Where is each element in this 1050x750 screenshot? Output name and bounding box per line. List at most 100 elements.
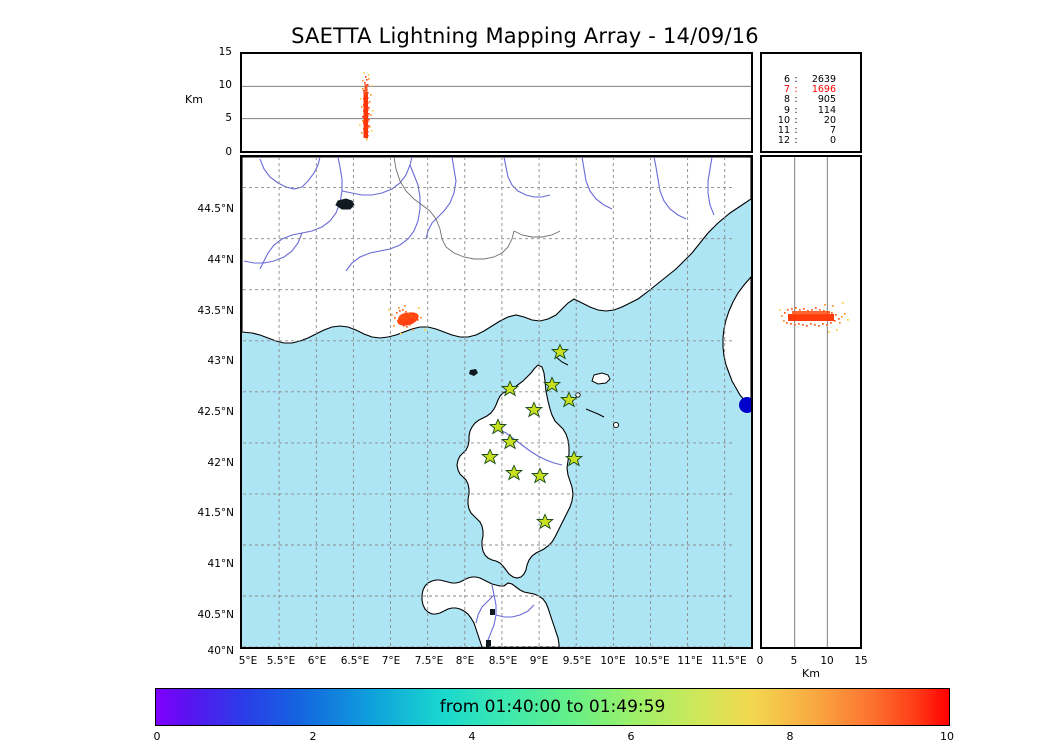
colorbar-tick-2: 2 bbox=[309, 730, 317, 743]
map-ytick-43: 43°N bbox=[207, 355, 234, 367]
stat-row: 6: 2639 bbox=[770, 74, 836, 85]
station-star bbox=[524, 401, 544, 418]
altitude-latitude-panel bbox=[760, 155, 862, 649]
sardinia-rivers bbox=[475, 584, 535, 646]
page-title-text: SAETTA Lightning Mapping Array - 14/09/1… bbox=[291, 24, 759, 48]
continent-landmass bbox=[242, 157, 751, 344]
right-xaxis-title: Km bbox=[802, 667, 820, 680]
map-xtick-9-5: 9.5°E bbox=[562, 655, 592, 667]
stat-row: 9: 114 bbox=[770, 104, 836, 116]
map-xtick-10: 10°E bbox=[600, 655, 626, 667]
map-xtick-10-5: 10.5°E bbox=[634, 655, 670, 667]
lake-sardinia-a bbox=[469, 369, 478, 376]
stat-stations: 9 bbox=[783, 104, 790, 116]
page-title: SAETTA Lightning Mapping Array - 14/09/1… bbox=[0, 24, 1050, 48]
map-ytick-40: 40°N bbox=[207, 645, 234, 657]
map-panel bbox=[240, 155, 753, 649]
colorbar-tick-8: 8 bbox=[786, 730, 794, 743]
map-ytick-42-5: 42.5°N bbox=[197, 406, 234, 418]
colorbar-gradient[interactable] bbox=[155, 688, 950, 726]
right-xtick-0: 0 bbox=[756, 655, 764, 667]
stat-count: 2639 bbox=[811, 74, 836, 85]
island-sliver bbox=[585, 408, 605, 418]
sardinia-lake bbox=[490, 609, 495, 615]
stat-stations: 7 bbox=[783, 84, 790, 96]
map-ytick-44: 44°N bbox=[207, 254, 234, 266]
stat-separator: : bbox=[794, 84, 798, 96]
map-ytick-43-5: 43.5°N bbox=[197, 305, 234, 317]
top-ytick-15: 15 bbox=[218, 46, 232, 58]
station-star bbox=[559, 391, 579, 408]
lake-feature bbox=[335, 198, 355, 210]
top-ytick-0: 0 bbox=[225, 146, 232, 158]
stat-row: 8: 905 bbox=[770, 95, 836, 105]
station-star bbox=[500, 380, 520, 397]
stat-count: 1696 bbox=[811, 84, 836, 96]
italy-coastline bbox=[722, 276, 751, 408]
stat-stations: 12 bbox=[777, 135, 790, 147]
station-star bbox=[530, 467, 550, 484]
island-dot-b bbox=[612, 421, 620, 429]
station-star bbox=[504, 464, 524, 481]
altitude-latitude-plot bbox=[779, 157, 849, 647]
stat-separator: : bbox=[794, 74, 798, 85]
stat-row: 11: 7 bbox=[770, 125, 836, 137]
altitude-longitude-panel bbox=[240, 52, 753, 153]
right-xtick-15: 15 bbox=[854, 655, 868, 667]
station-count-panel: 6: 2639 7: 1696 8: 905 9: 114 10:20 11:7 12:… bbox=[760, 52, 862, 153]
station-star bbox=[500, 433, 520, 450]
stat-count: 905 bbox=[817, 94, 836, 106]
sardinia-lake-2 bbox=[486, 640, 491, 647]
administrative-borders bbox=[393, 157, 561, 260]
graticule bbox=[242, 157, 732, 647]
stat-row: 12: 0 bbox=[770, 136, 836, 146]
stat-count: 7 bbox=[829, 125, 836, 137]
radar-marker bbox=[739, 397, 751, 413]
map-ytick-42: 42°N bbox=[207, 457, 234, 469]
map-xtick-7: 7°E bbox=[381, 655, 401, 667]
map-xtick-5-5: 5.5°E bbox=[266, 655, 296, 667]
map-xtick-11: 11°E bbox=[677, 655, 703, 667]
top-ytick-10: 10 bbox=[218, 79, 232, 91]
station-star bbox=[550, 343, 570, 360]
station-star bbox=[535, 513, 555, 530]
map-xtick-5: 5°E bbox=[238, 655, 258, 667]
source-scatter-top bbox=[359, 72, 374, 141]
station-count-list: 6: 2639 7: 1696 8: 905 9: 114 10:20 11:7 12:… bbox=[770, 74, 836, 146]
top-yaxis-title: Km bbox=[185, 93, 203, 106]
island-sliver-2 bbox=[555, 356, 569, 366]
map-plot bbox=[242, 157, 751, 647]
stat-count: 20 bbox=[823, 114, 836, 126]
map-ytick-41: 41°N bbox=[207, 558, 234, 570]
colorbar-tick-4: 4 bbox=[468, 730, 476, 743]
stat-separator: : bbox=[794, 104, 798, 116]
island-dot-a bbox=[575, 392, 581, 398]
stat-stations: 8 bbox=[783, 94, 790, 106]
map-xtick-8: 8°E bbox=[455, 655, 475, 667]
colorbar-tick-0: 0 bbox=[153, 730, 161, 743]
top-ytick-5: 5 bbox=[225, 112, 232, 124]
right-xtick-5: 5 bbox=[790, 655, 798, 667]
colorbar-tick-6: 6 bbox=[627, 730, 635, 743]
elba-island bbox=[591, 372, 611, 385]
stat-stations: 10 bbox=[777, 114, 790, 126]
map-ytick-41-5: 41.5°N bbox=[197, 507, 234, 519]
stat-row: 10: 20 bbox=[770, 114, 836, 126]
station-markers bbox=[480, 343, 584, 530]
station-star bbox=[488, 418, 508, 435]
source-scatter-map bbox=[388, 305, 426, 335]
colorbar[interactable]: from 01:40:00 to 01:49:59 bbox=[155, 688, 950, 726]
station-star bbox=[542, 376, 562, 393]
map-xtick-7-5: 7.5°E bbox=[414, 655, 444, 667]
right-xtick-10: 10 bbox=[820, 655, 834, 667]
stat-stations: 11 bbox=[777, 125, 790, 137]
stat-count: 114 bbox=[817, 104, 836, 116]
stat-stations: 6 bbox=[783, 74, 790, 85]
source-scatter-right bbox=[779, 302, 849, 333]
map-xtick-6-5: 6.5°E bbox=[340, 655, 370, 667]
map-ytick-44-5: 44.5°N bbox=[197, 203, 234, 215]
altitude-longitude-plot bbox=[242, 72, 751, 141]
map-ytick-40-5: 40.5°N bbox=[197, 609, 234, 621]
stat-separator: : bbox=[794, 94, 798, 106]
